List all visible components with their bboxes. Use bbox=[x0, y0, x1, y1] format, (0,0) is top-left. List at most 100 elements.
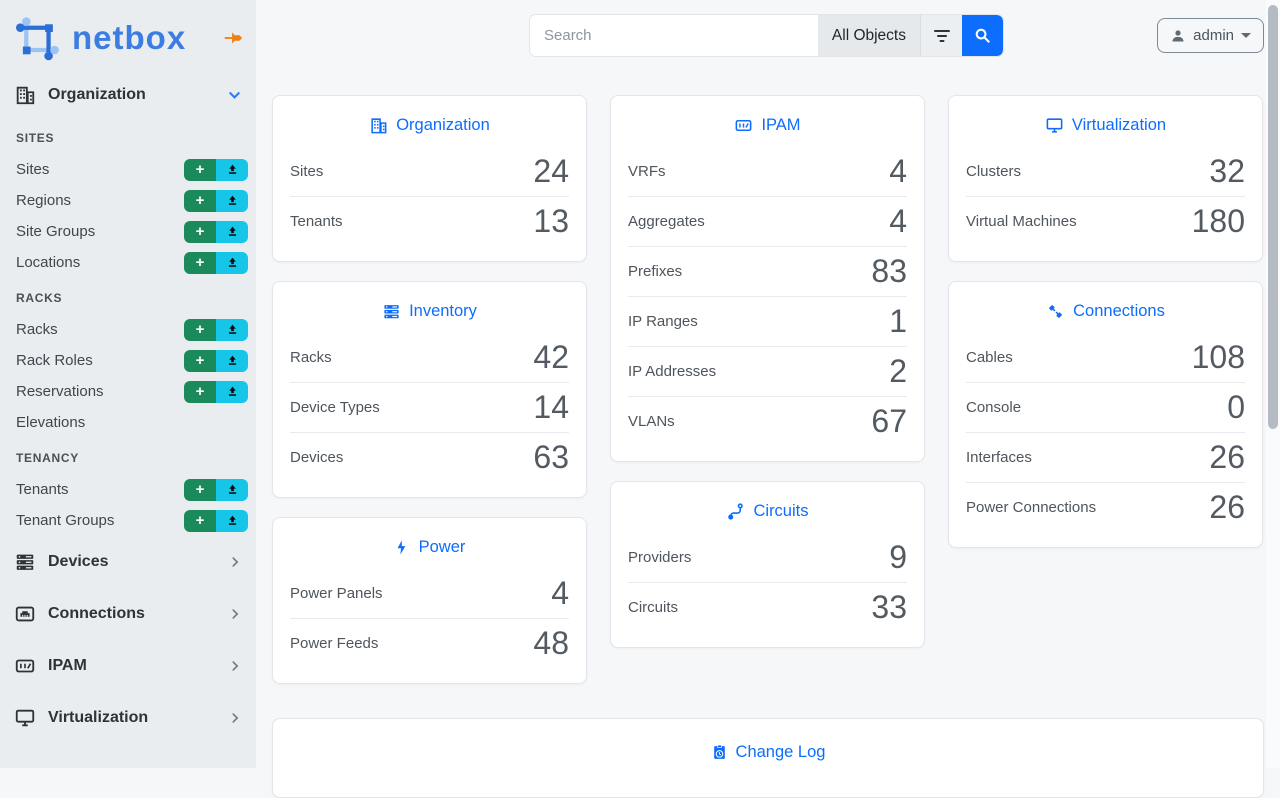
import-button[interactable] bbox=[216, 318, 248, 341]
ipam-card: IPAM VRFs 4 Aggregates 4 Prefixes 83 bbox=[610, 95, 925, 462]
sidebar-item-devices[interactable]: Devices bbox=[0, 536, 256, 588]
power-card: Power Power Panels 4 Power Feeds 48 bbox=[272, 517, 587, 684]
add-button[interactable]: + bbox=[184, 349, 216, 372]
sidebar-item-site-groups[interactable]: Site Groups + bbox=[0, 216, 256, 247]
chevron-down-icon bbox=[227, 88, 242, 103]
sidebar-item-reservations[interactable]: Reservations + bbox=[0, 376, 256, 407]
caret-down-icon bbox=[1241, 33, 1251, 38]
search-input[interactable] bbox=[530, 15, 818, 56]
add-button[interactable]: + bbox=[184, 220, 216, 243]
stat-row: Device Types 14 bbox=[290, 382, 569, 432]
virtualization-card: Virtualization Clusters 32 Virtual Machi… bbox=[948, 95, 1263, 262]
scrollbar-thumb[interactable] bbox=[1268, 5, 1278, 429]
search-icon bbox=[974, 27, 991, 44]
building-icon bbox=[14, 84, 36, 106]
user-menu-button[interactable]: admin bbox=[1157, 18, 1264, 53]
transit-connection-icon bbox=[726, 502, 745, 521]
import-button[interactable] bbox=[216, 220, 248, 243]
stat-row: Interfaces 26 bbox=[966, 432, 1245, 482]
logo-row: netbox bbox=[0, 0, 256, 72]
import-button[interactable] bbox=[216, 509, 248, 532]
sidebar: netbox Organization bbox=[0, 0, 256, 768]
sidebar-item-tenants[interactable]: Tenants + bbox=[0, 474, 256, 505]
changelog-card: Change Log bbox=[272, 718, 1264, 798]
add-button[interactable]: + bbox=[184, 251, 216, 274]
search-scope-button[interactable]: All Objects bbox=[817, 15, 920, 56]
circuits-card: Circuits Providers 9 Circuits 33 bbox=[610, 481, 925, 648]
add-button[interactable]: + bbox=[184, 380, 216, 403]
filter-button[interactable] bbox=[920, 15, 962, 56]
ethernet-port-icon bbox=[14, 603, 36, 625]
building-icon bbox=[369, 116, 388, 135]
stat-row: Providers 9 bbox=[628, 538, 907, 575]
sidebar-item-locations[interactable]: Locations + bbox=[0, 247, 256, 278]
sidebar-item-regions[interactable]: Regions + bbox=[0, 185, 256, 216]
stat-row: IP Addresses 2 bbox=[628, 346, 907, 396]
stat-row: Clusters 32 bbox=[966, 152, 1245, 189]
ethernet-cable-icon bbox=[1046, 302, 1065, 321]
import-button[interactable] bbox=[216, 478, 248, 501]
sidebar-item-sites[interactable]: Sites + bbox=[0, 154, 256, 185]
search-submit-button[interactable] bbox=[962, 15, 1003, 56]
dashboard: Organization Sites 24 Tenants 13 bbox=[272, 95, 1264, 798]
chevron-right-icon bbox=[228, 555, 242, 569]
chevron-right-icon bbox=[228, 659, 242, 673]
stat-row: VRFs 4 bbox=[628, 152, 907, 189]
circuits-card-title-link[interactable]: Circuits bbox=[611, 482, 924, 524]
add-button[interactable]: + bbox=[184, 509, 216, 532]
stat-row: Tenants 13 bbox=[290, 196, 569, 246]
add-button[interactable]: + bbox=[184, 158, 216, 181]
connections-card-title-link[interactable]: Connections bbox=[949, 282, 1262, 324]
section-title-sites: SITES bbox=[16, 131, 55, 145]
add-button[interactable]: + bbox=[184, 318, 216, 341]
counter-icon bbox=[14, 655, 36, 677]
server-icon bbox=[382, 302, 401, 321]
lightning-bolt-icon bbox=[394, 539, 411, 556]
virtualization-card-title-link[interactable]: Virtualization bbox=[949, 96, 1262, 138]
stat-row: IP Ranges 1 bbox=[628, 296, 907, 346]
import-button[interactable] bbox=[216, 380, 248, 403]
sidebar-item-organization[interactable]: Organization bbox=[0, 78, 256, 112]
changelog-card-title-link[interactable]: Change Log bbox=[273, 719, 1263, 765]
import-button[interactable] bbox=[216, 251, 248, 274]
section-title-tenancy: TENANCY bbox=[16, 451, 79, 465]
add-button[interactable]: + bbox=[184, 189, 216, 212]
sidebar-item-connections[interactable]: Connections bbox=[0, 588, 256, 640]
clipboard-clock-icon bbox=[711, 744, 728, 761]
sidebar-item-rack-roles[interactable]: Rack Roles + bbox=[0, 345, 256, 376]
power-card-title-link[interactable]: Power bbox=[273, 518, 586, 560]
stat-row: Console 0 bbox=[966, 382, 1245, 432]
inventory-card-title-link[interactable]: Inventory bbox=[273, 282, 586, 324]
sidebar-item-ipam[interactable]: IPAM bbox=[0, 640, 256, 692]
pin-sidebar-icon[interactable] bbox=[222, 27, 244, 49]
add-button[interactable]: + bbox=[184, 478, 216, 501]
inventory-card: Inventory Racks 42 Device Types 14 Devic… bbox=[272, 281, 587, 498]
sidebar-item-racks[interactable]: Racks + bbox=[0, 314, 256, 345]
stat-row: Devices 63 bbox=[290, 432, 569, 482]
organization-card-title-link[interactable]: Organization bbox=[273, 96, 586, 138]
monitor-icon bbox=[14, 707, 36, 729]
netbox-logo-icon[interactable] bbox=[14, 14, 66, 62]
connections-card: Connections Cables 108 Console 0 Interfa… bbox=[948, 281, 1263, 548]
import-button[interactable] bbox=[216, 158, 248, 181]
app-logo-text[interactable]: netbox bbox=[72, 19, 187, 56]
filter-icon bbox=[933, 29, 951, 43]
server-icon bbox=[14, 551, 36, 573]
monitor-icon bbox=[1045, 116, 1064, 135]
chevron-right-icon bbox=[228, 711, 242, 725]
scrollbar-track bbox=[1266, 0, 1280, 768]
search-bar: All Objects bbox=[530, 15, 1003, 56]
sidebar-item-elevations[interactable]: Elevations bbox=[16, 414, 86, 431]
counter-icon bbox=[734, 116, 753, 135]
user-name: admin bbox=[1193, 27, 1234, 44]
ipam-card-title-link[interactable]: IPAM bbox=[611, 96, 924, 138]
import-button[interactable] bbox=[216, 349, 248, 372]
stat-row: Racks 42 bbox=[290, 338, 569, 375]
sidebar-item-tenant-groups[interactable]: Tenant Groups + bbox=[0, 505, 256, 536]
sidebar-item-label: Organization bbox=[48, 86, 146, 103]
sidebar-item-virtualization[interactable]: Virtualization bbox=[0, 692, 256, 744]
stat-row: Prefixes 83 bbox=[628, 246, 907, 296]
user-icon bbox=[1170, 28, 1186, 44]
import-button[interactable] bbox=[216, 189, 248, 212]
stat-row: Power Connections 26 bbox=[966, 482, 1245, 532]
